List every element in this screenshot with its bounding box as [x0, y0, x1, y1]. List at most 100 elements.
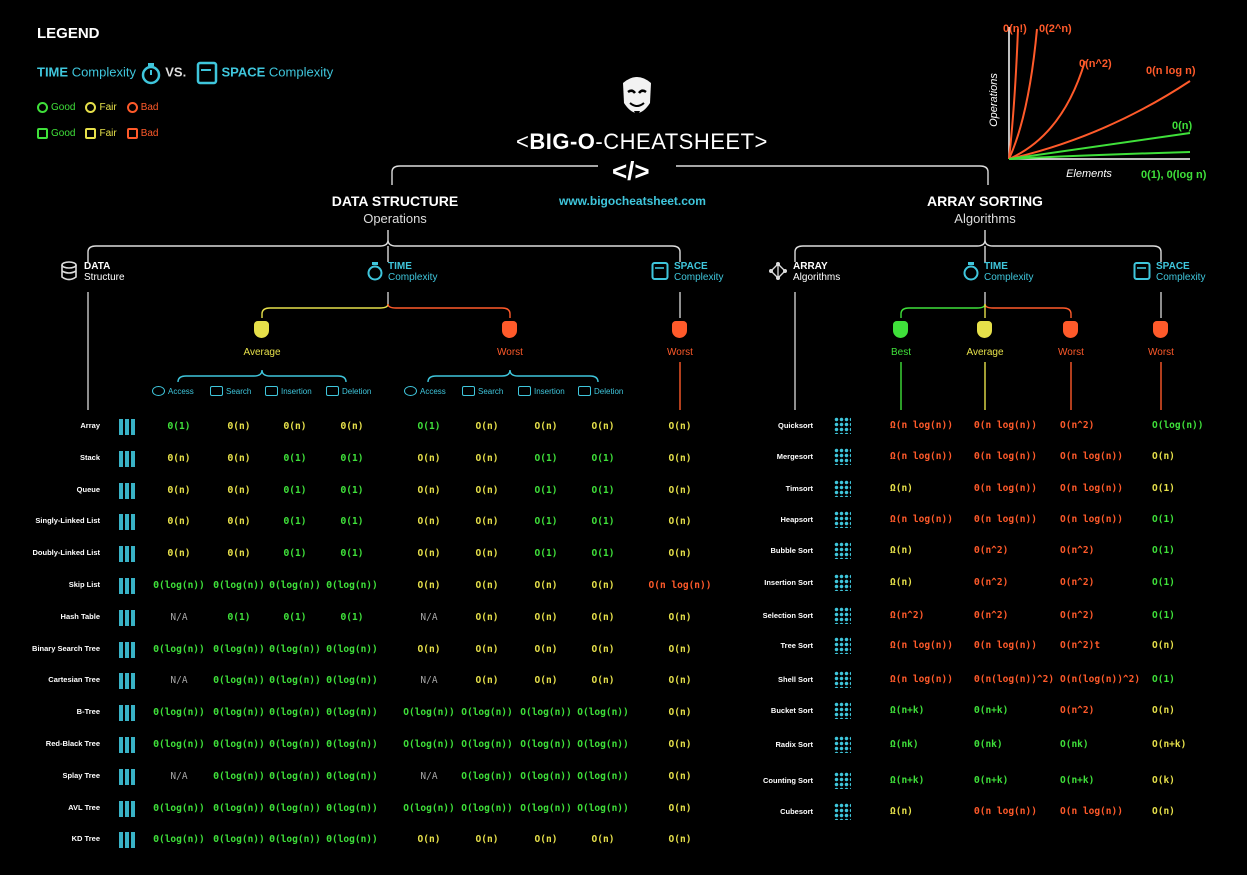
ds-cell: O(n) [668, 516, 692, 528]
op-header: Insertion [265, 386, 312, 396]
ds-cell: Θ(1) [283, 548, 307, 560]
ds-cell: O(n) [475, 675, 499, 687]
average-face-icon [977, 321, 992, 338]
structure-icon [119, 609, 136, 626]
legend-bad: Bad [140, 128, 159, 139]
ds-cell: O(n) [668, 802, 692, 814]
floppy-icon [196, 61, 218, 85]
sort-cell: O(n) [1152, 806, 1175, 817]
ds-worst-label: Worst [497, 347, 523, 358]
sort-space-worst-label: Worst [1148, 347, 1174, 358]
sort-cell: Ω(n+k) [890, 705, 925, 716]
ds-cell: O(n) [668, 611, 692, 623]
sort-cell: Ω(n log(n)) [890, 640, 953, 651]
ds-cell: Θ(log(n)) [269, 802, 321, 814]
ds-space-label: SPACE [674, 261, 708, 272]
ds-average-label: Average [243, 347, 281, 358]
ds-cell: Θ(log(n)) [269, 707, 321, 719]
ds-row-label: Splay Tree [62, 770, 100, 780]
ds-cell: O(n) [475, 484, 499, 496]
legend-good: Good [51, 128, 76, 139]
sort-cell: Θ(n log(n)) [974, 806, 1037, 817]
series-label-nlogn: 0(n log n) [1146, 65, 1196, 77]
ds-cell: Θ(n) [227, 516, 251, 528]
ds-cell: O(1) [534, 516, 558, 528]
algorithm-icon [834, 448, 851, 465]
sort-row-label: Quicksort [777, 421, 813, 430]
ds-row-label: Skip List [68, 580, 100, 589]
ds-cell: O(log(n)) [461, 739, 513, 750]
mask-logo-icon [623, 77, 651, 117]
ds-cell: O(n) [417, 452, 441, 464]
ds-cell: Θ(log(n)) [269, 580, 321, 591]
legend-good: Good [51, 102, 76, 113]
ds-cell: O(n) [668, 452, 692, 464]
ds-cell: O(log(n)) [577, 739, 629, 750]
sort-cell: O(log(n)) [1152, 420, 1204, 431]
ds-cell: O(n) [417, 643, 441, 655]
ds-cell: O(log(n)) [520, 802, 572, 814]
worst-face-icon [672, 321, 687, 338]
sort-cell: O(n+k) [1060, 775, 1095, 786]
curve-quadratic [1008, 60, 1086, 160]
legend-time-complexity: Complexity [71, 64, 136, 80]
ds-cell: O(log(n)) [520, 739, 572, 750]
legend-fair: Fair [99, 102, 117, 113]
legend-space-key: Good Fair Bad [37, 128, 159, 139]
ds-cell: O(1) [591, 452, 615, 464]
ds-cell: O(log(n)) [520, 770, 572, 782]
ds-cell: Θ(1) [340, 611, 364, 623]
ds-cell: O(n) [668, 484, 692, 496]
ds-cell: O(log(n)) [403, 802, 455, 814]
ds-cell: Θ(log(n)) [213, 643, 265, 655]
sort-row-label: Timsort [785, 484, 813, 493]
site-url[interactable]: www.bigocheatsheet.com [559, 194, 706, 208]
ds-cell: Θ(n) [167, 548, 191, 560]
ds-space-col: SPACE Complexity [651, 261, 723, 283]
op-header: Access [404, 386, 446, 396]
ds-cell: O(log(n)) [461, 802, 513, 814]
ds-cell: O(n) [534, 611, 558, 623]
ds-heading: DATA STRUCTURE [331, 193, 459, 209]
algorithm-icon [834, 637, 851, 654]
ds-cell: Θ(n) [227, 421, 251, 432]
ds-cell: O(1) [534, 484, 558, 496]
ds-time-sub: Complexity [388, 272, 438, 283]
ds-space-worst-label: Worst [667, 347, 693, 358]
op-header: Deletion [326, 386, 371, 396]
ds-row-label: Queue [76, 484, 100, 494]
op-header-label: Deletion [594, 386, 624, 396]
op-header: Access [152, 386, 194, 396]
ds-cell: Θ(log(n)) [326, 770, 378, 782]
sort-cell: Θ(n^2) [974, 577, 1009, 588]
bad-stopwatch-icon [126, 102, 138, 113]
sort-cell: Ω(nk) [890, 739, 919, 750]
eye-icon [404, 386, 417, 396]
network-icon [769, 262, 787, 280]
ds-cell: Θ(n) [167, 452, 191, 464]
series-label-factorial: 0(n!) [1003, 23, 1027, 35]
sort-row-label: Tree Sort [780, 641, 813, 650]
ds-cell: Θ(log(n)) [213, 707, 265, 719]
series-label-constant: 0(1), 0(log n) [1141, 169, 1207, 181]
ds-cell: Θ(n) [227, 548, 251, 560]
ds-cell: N/A [170, 611, 188, 623]
ds-subheading: Operations [363, 211, 427, 226]
sort-cell: Θ(n log(n)) [974, 483, 1037, 494]
sort-cell: O(n log(n)) [1060, 514, 1123, 525]
sort-cell: Θ(n+k) [974, 705, 1009, 716]
series-label-linear: 0(n) [1172, 120, 1193, 132]
sort-cell: O(n log(n)) [1060, 451, 1123, 462]
ds-cell: O(n) [668, 643, 692, 655]
ds-cell: Θ(log(n)) [326, 802, 378, 814]
stopwatch-icon [963, 262, 979, 281]
worst-face-icon [1063, 321, 1078, 338]
ds-cell: N/A [420, 770, 438, 782]
algorithm-icon [834, 671, 851, 688]
series-label-exponential: 0(2^n) [1039, 23, 1072, 35]
ds-cell: O(n log(n)) [648, 580, 712, 591]
ds-cell: Θ(1) [340, 548, 364, 560]
ds-row-label: B-Tree [76, 707, 100, 717]
sort-cell: O(1) [1152, 483, 1175, 494]
sort-cell: Ω(n) [890, 545, 913, 556]
